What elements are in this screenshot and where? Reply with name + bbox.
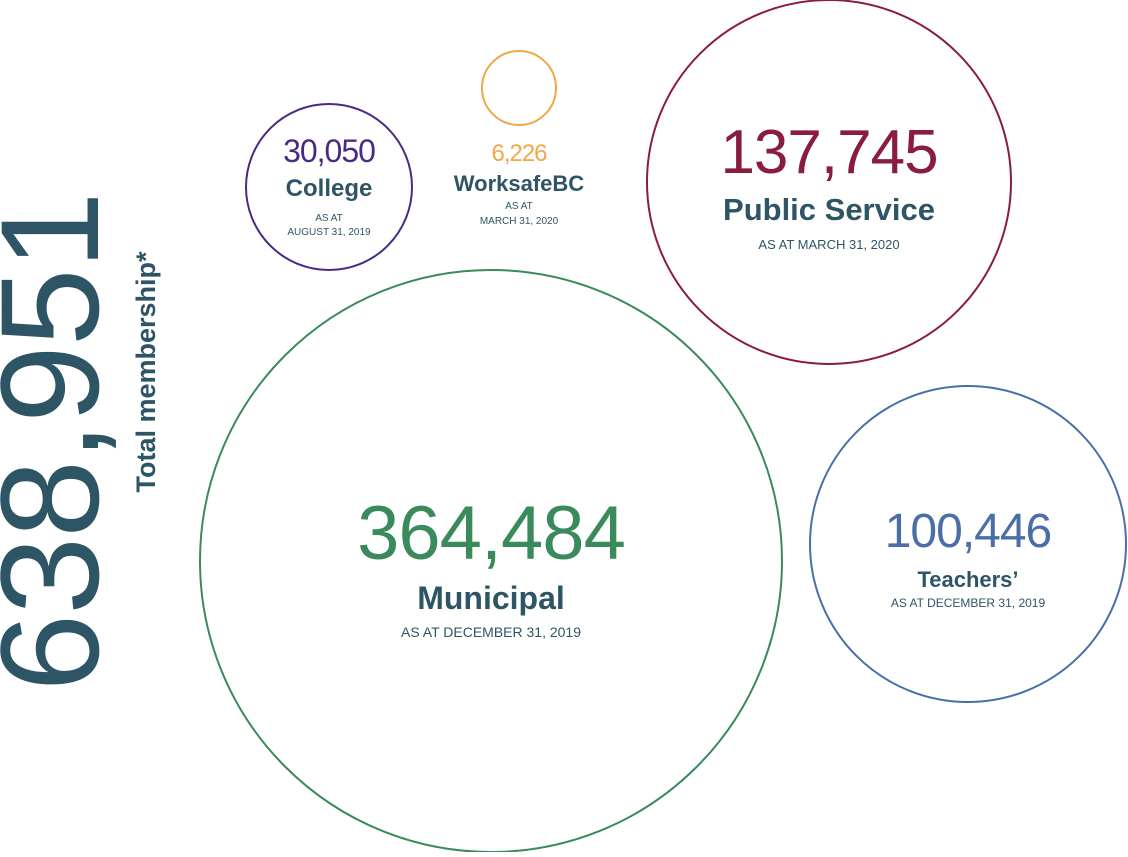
- bubble-public-service: 137,745 Public Service AS AT MARCH 31, 202…: [646, 0, 1012, 365]
- bubble-name-college: College: [286, 175, 373, 202]
- bubble-circle-teachers: [809, 385, 1127, 703]
- bubble-value-college: 30,050: [283, 133, 375, 169]
- bubble-worksafebc: 6,226 WorksafeBC AS AT MARCH 31, 2020: [454, 50, 585, 227]
- bubble-as-at-worksafebc-1: AS AT: [505, 201, 533, 212]
- bubble-name-teachers: Teachers’: [917, 567, 1018, 592]
- total-membership-label: Total membership*: [131, 251, 161, 493]
- bubble-as-at-college-1: AS AT: [315, 213, 343, 224]
- bubble-value-worksafebc: 6,226: [491, 140, 547, 167]
- bubble-name-worksafebc: WorksafeBC: [454, 171, 585, 196]
- bubble-circle-worksafebc: [481, 50, 557, 126]
- bubble-as-at-public-service: AS AT MARCH 31, 2020: [758, 237, 899, 252]
- bubble-as-at-municipal: AS AT DECEMBER 31, 2019: [401, 624, 581, 640]
- bubble-name-municipal: Municipal: [417, 580, 565, 616]
- bubble-municipal: 364,484 Municipal AS AT DECEMBER 31, 2019: [199, 269, 783, 853]
- total-membership: 638,951 Total membership*: [0, 192, 161, 691]
- bubble-as-at-college-2: AUGUST 31, 2019: [287, 227, 371, 238]
- bubble-value-municipal: 364,484: [357, 491, 625, 576]
- bubble-teachers: 100,446 Teachers’ AS AT DECEMBER 31, 2019: [809, 385, 1127, 703]
- bubble-as-at-worksafebc-2: MARCH 31, 2020: [480, 216, 559, 227]
- bubble-as-at-teachers: AS AT DECEMBER 31, 2019: [891, 596, 1046, 610]
- bubble-value-public-service: 137,745: [720, 118, 937, 187]
- total-membership-value: 638,951: [0, 192, 128, 691]
- bubble-circle-public-service: [646, 0, 1012, 365]
- bubble-name-public-service: Public Service: [723, 192, 935, 227]
- bubble-circle-college: [245, 103, 413, 271]
- bubble-value-teachers: 100,446: [885, 505, 1052, 558]
- bubble-college: 30,050 College AS AT AUGUST 31, 2019: [245, 103, 413, 271]
